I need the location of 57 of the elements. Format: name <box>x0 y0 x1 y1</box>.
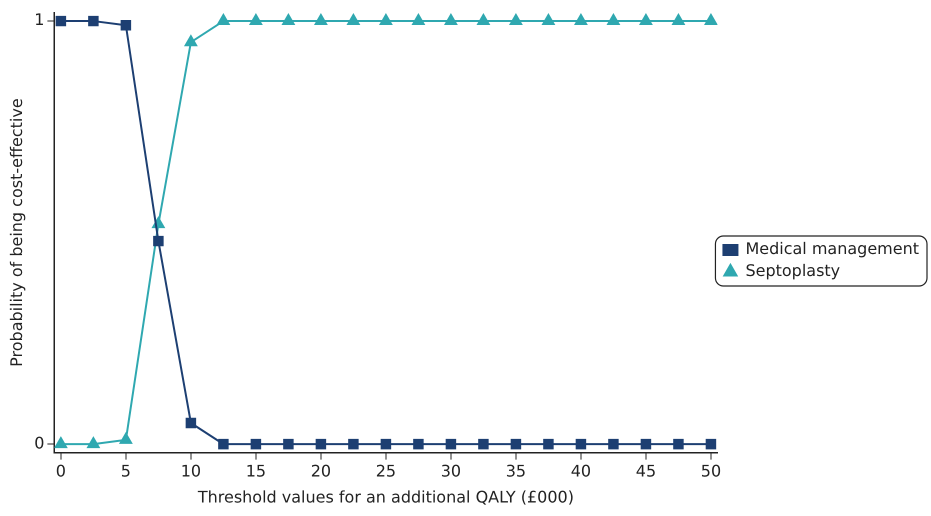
x-tick-label: 40 <box>570 461 592 480</box>
point <box>444 14 458 26</box>
point <box>250 14 262 26</box>
y-axis-title: Probability of being cost-effective <box>6 98 26 367</box>
point <box>283 438 294 450</box>
point <box>477 14 490 26</box>
point <box>672 14 685 26</box>
point <box>87 437 100 448</box>
point <box>542 14 555 26</box>
point <box>446 438 456 450</box>
point <box>316 438 326 450</box>
x-tick-label: 20 <box>310 461 332 480</box>
x-tick-label: 15 <box>246 461 266 480</box>
point <box>510 438 522 450</box>
point <box>380 14 392 26</box>
point <box>574 14 588 26</box>
point <box>576 438 586 450</box>
point <box>413 438 424 450</box>
point <box>348 438 359 450</box>
point <box>250 438 262 450</box>
point <box>153 236 164 246</box>
y-tick-label: 1 <box>34 10 44 30</box>
legend-label: Septoplasty <box>745 261 840 280</box>
point <box>120 20 132 31</box>
point <box>608 438 619 450</box>
x-tick-label: 0 <box>56 461 66 480</box>
x-tick-label: 25 <box>376 461 396 480</box>
x-tick-label: 10 <box>180 461 202 480</box>
point <box>706 438 716 450</box>
point <box>607 14 620 26</box>
x-axis-title: Threshold values for an additional QALY (£000) <box>196 488 574 507</box>
point <box>673 438 684 450</box>
x-tick-label: 50 <box>700 461 722 480</box>
point <box>704 14 718 26</box>
legend-label: Medical management <box>745 239 919 258</box>
point <box>640 14 652 26</box>
point <box>412 14 425 26</box>
point <box>478 438 489 450</box>
point <box>347 14 360 26</box>
point <box>56 16 66 26</box>
point <box>54 437 68 448</box>
point <box>217 14 230 26</box>
point <box>510 14 522 26</box>
x-tick-label: 30 <box>440 461 462 480</box>
point <box>218 438 229 450</box>
x-tick-label: 45 <box>636 461 656 480</box>
point <box>543 438 554 450</box>
point <box>380 438 392 450</box>
point <box>184 35 198 46</box>
point <box>186 418 196 428</box>
point <box>640 438 652 450</box>
x-tick-label: 5 <box>120 461 131 480</box>
x-tick-label: 35 <box>506 461 526 480</box>
point <box>314 14 328 26</box>
point <box>282 14 295 26</box>
point <box>120 432 132 444</box>
point <box>88 16 99 26</box>
